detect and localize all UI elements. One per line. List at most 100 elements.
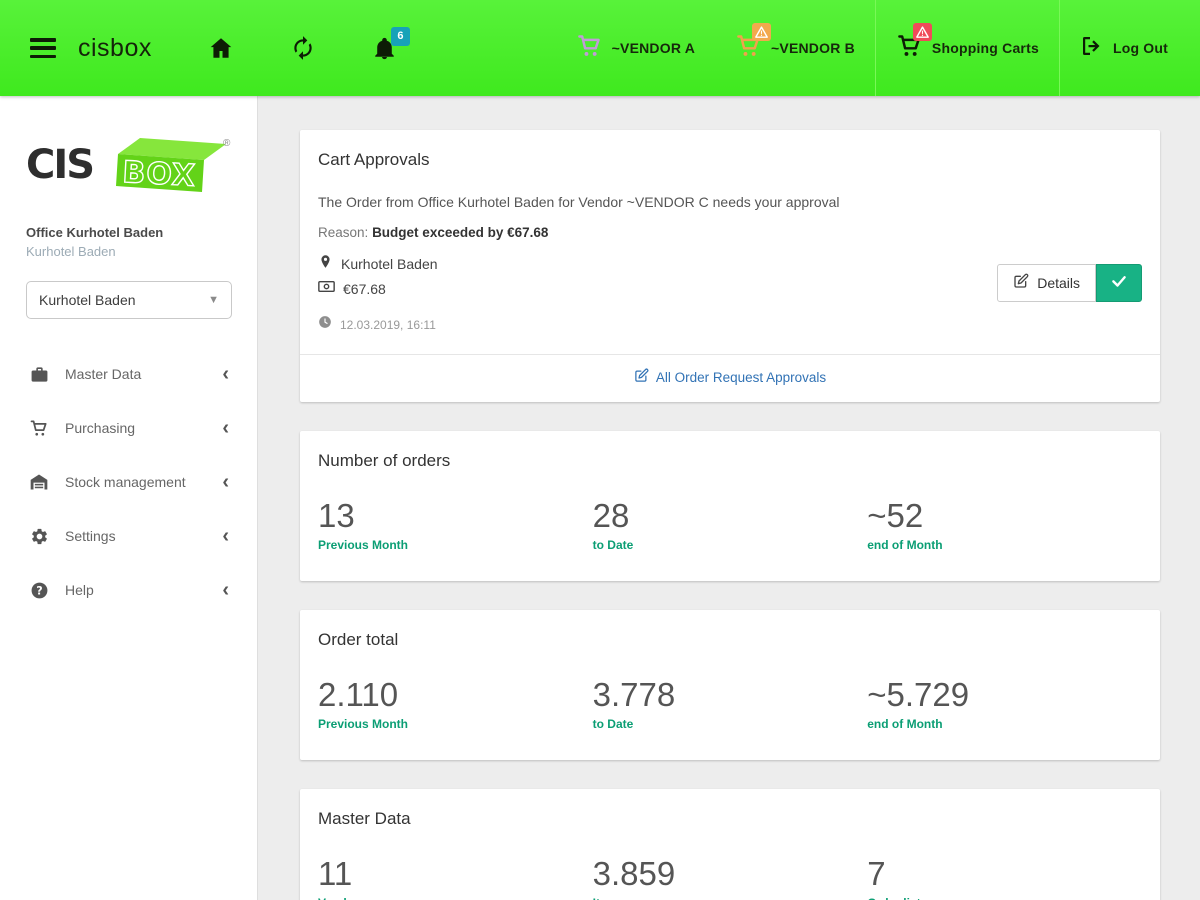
stat-value: 11 [318,855,593,893]
home-button[interactable] [208,35,234,61]
location-pin-icon [318,253,333,275]
logout-button[interactable]: Log Out [1060,0,1200,96]
cart-approvals-card: Cart Approvals The Order from Office Kur… [300,130,1160,402]
edit-icon [634,368,649,386]
logo-text-box: BOX [122,155,197,194]
hamburger-menu-icon[interactable] [30,38,56,58]
shopping-cart-icon [28,418,50,438]
vendor-a-cart-button[interactable]: ~VENDOR A [556,0,715,96]
details-label: Details [1037,275,1080,291]
vendor-b-warning-badge [752,23,771,41]
logout-label: Log Out [1113,40,1168,56]
stat-end-of-month: ~5.729 end of Month [867,676,1142,731]
approvals-card-footer: All Order Request Approvals [300,354,1160,402]
stat-label: Previous Month [318,717,593,731]
card-title: Master Data [318,809,1142,829]
reason-label: Reason: [318,225,368,240]
cisbox-logo: CIS BOX ® [26,132,257,201]
stat-label: Vendors [318,896,593,900]
office-subtitle: Kurhotel Baden [26,244,257,259]
sidebar-item-label: Master Data [65,366,222,382]
sidebar-item-master-data[interactable]: Master Data ‹ [0,347,257,401]
stat-to-date: 3.778 to Date [593,676,868,731]
sidebar-item-label: Purchasing [65,420,222,436]
shopping-carts-icon [896,32,923,64]
approval-location: Kurhotel Baden [341,256,438,272]
chevron-down-icon: ▼ [208,294,219,306]
stat-label: to Date [593,538,868,552]
approval-actions: Details [997,264,1142,302]
sidebar-item-stock-management[interactable]: Stock management ‹ [0,455,257,509]
home-icon [208,35,234,61]
card-title: Number of orders [318,451,1142,471]
vendor-a-label: ~VENDOR A [612,40,695,56]
brand-title: cisbox [78,34,152,63]
money-icon [318,280,335,298]
top-navbar: cisbox 6 ~VENDOR A [0,0,1200,96]
approval-timestamp-row: 12.03.2019, 16:11 [318,315,1142,334]
all-order-request-approvals-link[interactable]: All Order Request Approvals [634,368,826,386]
notifications-button[interactable]: 6 [372,36,397,61]
sidebar-menu: Master Data ‹ Purchasing ‹ Stock managem… [0,347,257,617]
details-button[interactable]: Details [997,264,1096,302]
approval-timestamp: 12.03.2019, 16:11 [340,318,436,332]
logo-text-cis: CIS [26,142,93,188]
notification-count-badge: 6 [391,27,410,46]
stat-order-lists: 7 Order lists [867,855,1142,900]
sidebar-item-label: Help [65,582,222,598]
reason-value: Budget exceeded by €67.68 [372,225,548,240]
approval-message: The Order from Office Kurhotel Baden for… [318,194,1142,210]
logout-icon [1080,34,1104,63]
sidebar: CIS BOX ® Office Kurhotel Baden Kurhotel… [0,96,258,900]
stats-row: 13 Previous Month 28 to Date ~52 end of … [318,497,1142,552]
stat-to-date: 28 to Date [593,497,868,552]
sync-icon [290,35,316,61]
warning-triangle-icon [916,26,929,38]
shopping-carts-warning-badge [913,23,932,41]
svg-text:?: ? [36,584,42,597]
stat-value: 7 [867,855,1142,893]
gear-icon [28,527,50,546]
warehouse-icon [28,472,50,492]
vendor-b-cart-button[interactable]: ~VENDOR B [715,0,875,96]
approve-button[interactable] [1096,264,1142,302]
stat-value: 3.778 [593,676,868,714]
sidebar-item-purchasing[interactable]: Purchasing ‹ [0,401,257,455]
master-data-card: Master Data 11 Vendors 3.859 Items 7 Ord… [300,789,1160,900]
chevron-left-icon: ‹ [222,472,229,492]
sidebar-item-settings[interactable]: Settings ‹ [0,509,257,563]
chevron-left-icon: ‹ [222,364,229,384]
vendor-b-label: ~VENDOR B [771,40,855,56]
sidebar-item-label: Stock management [65,474,222,490]
stat-label: end of Month [867,717,1142,731]
stat-label: Previous Month [318,538,593,552]
sidebar-item-help[interactable]: ? Help ‹ [0,563,257,617]
stat-value: 2.110 [318,676,593,714]
stat-label: Items [593,896,868,900]
card-title: Cart Approvals [318,150,1142,170]
shopping-carts-button[interactable]: Shopping Carts [876,0,1059,96]
main-content: Cart Approvals The Order from Office Kur… [258,96,1200,900]
approval-amount: €67.68 [343,281,386,297]
vendor-a-cart-icon [576,32,603,64]
number-of-orders-card: Number of orders 13 Previous Month 28 to… [300,431,1160,581]
stat-value: 3.859 [593,855,868,893]
svg-text:®: ® [223,138,231,149]
stats-row: 11 Vendors 3.859 Items 7 Order lists [318,855,1142,900]
stat-value: ~5.729 [867,676,1142,714]
stat-label: end of Month [867,538,1142,552]
clock-icon [318,315,332,334]
sidebar-item-label: Settings [65,528,222,544]
warning-triangle-icon [755,26,768,38]
stat-end-of-month: ~52 end of Month [867,497,1142,552]
refresh-button[interactable] [290,35,316,61]
stat-items: 3.859 Items [593,855,868,900]
edit-icon [1013,273,1029,294]
checkmark-icon [1110,272,1128,295]
location-select[interactable]: Kurhotel Baden ▼ [26,281,232,319]
order-total-card: Order total 2.110 Previous Month 3.778 t… [300,610,1160,760]
office-name: Office Kurhotel Baden [26,225,257,240]
chevron-left-icon: ‹ [222,418,229,438]
vendor-b-cart-icon [735,32,762,64]
stats-row: 2.110 Previous Month 3.778 to Date ~5.72… [318,676,1142,731]
